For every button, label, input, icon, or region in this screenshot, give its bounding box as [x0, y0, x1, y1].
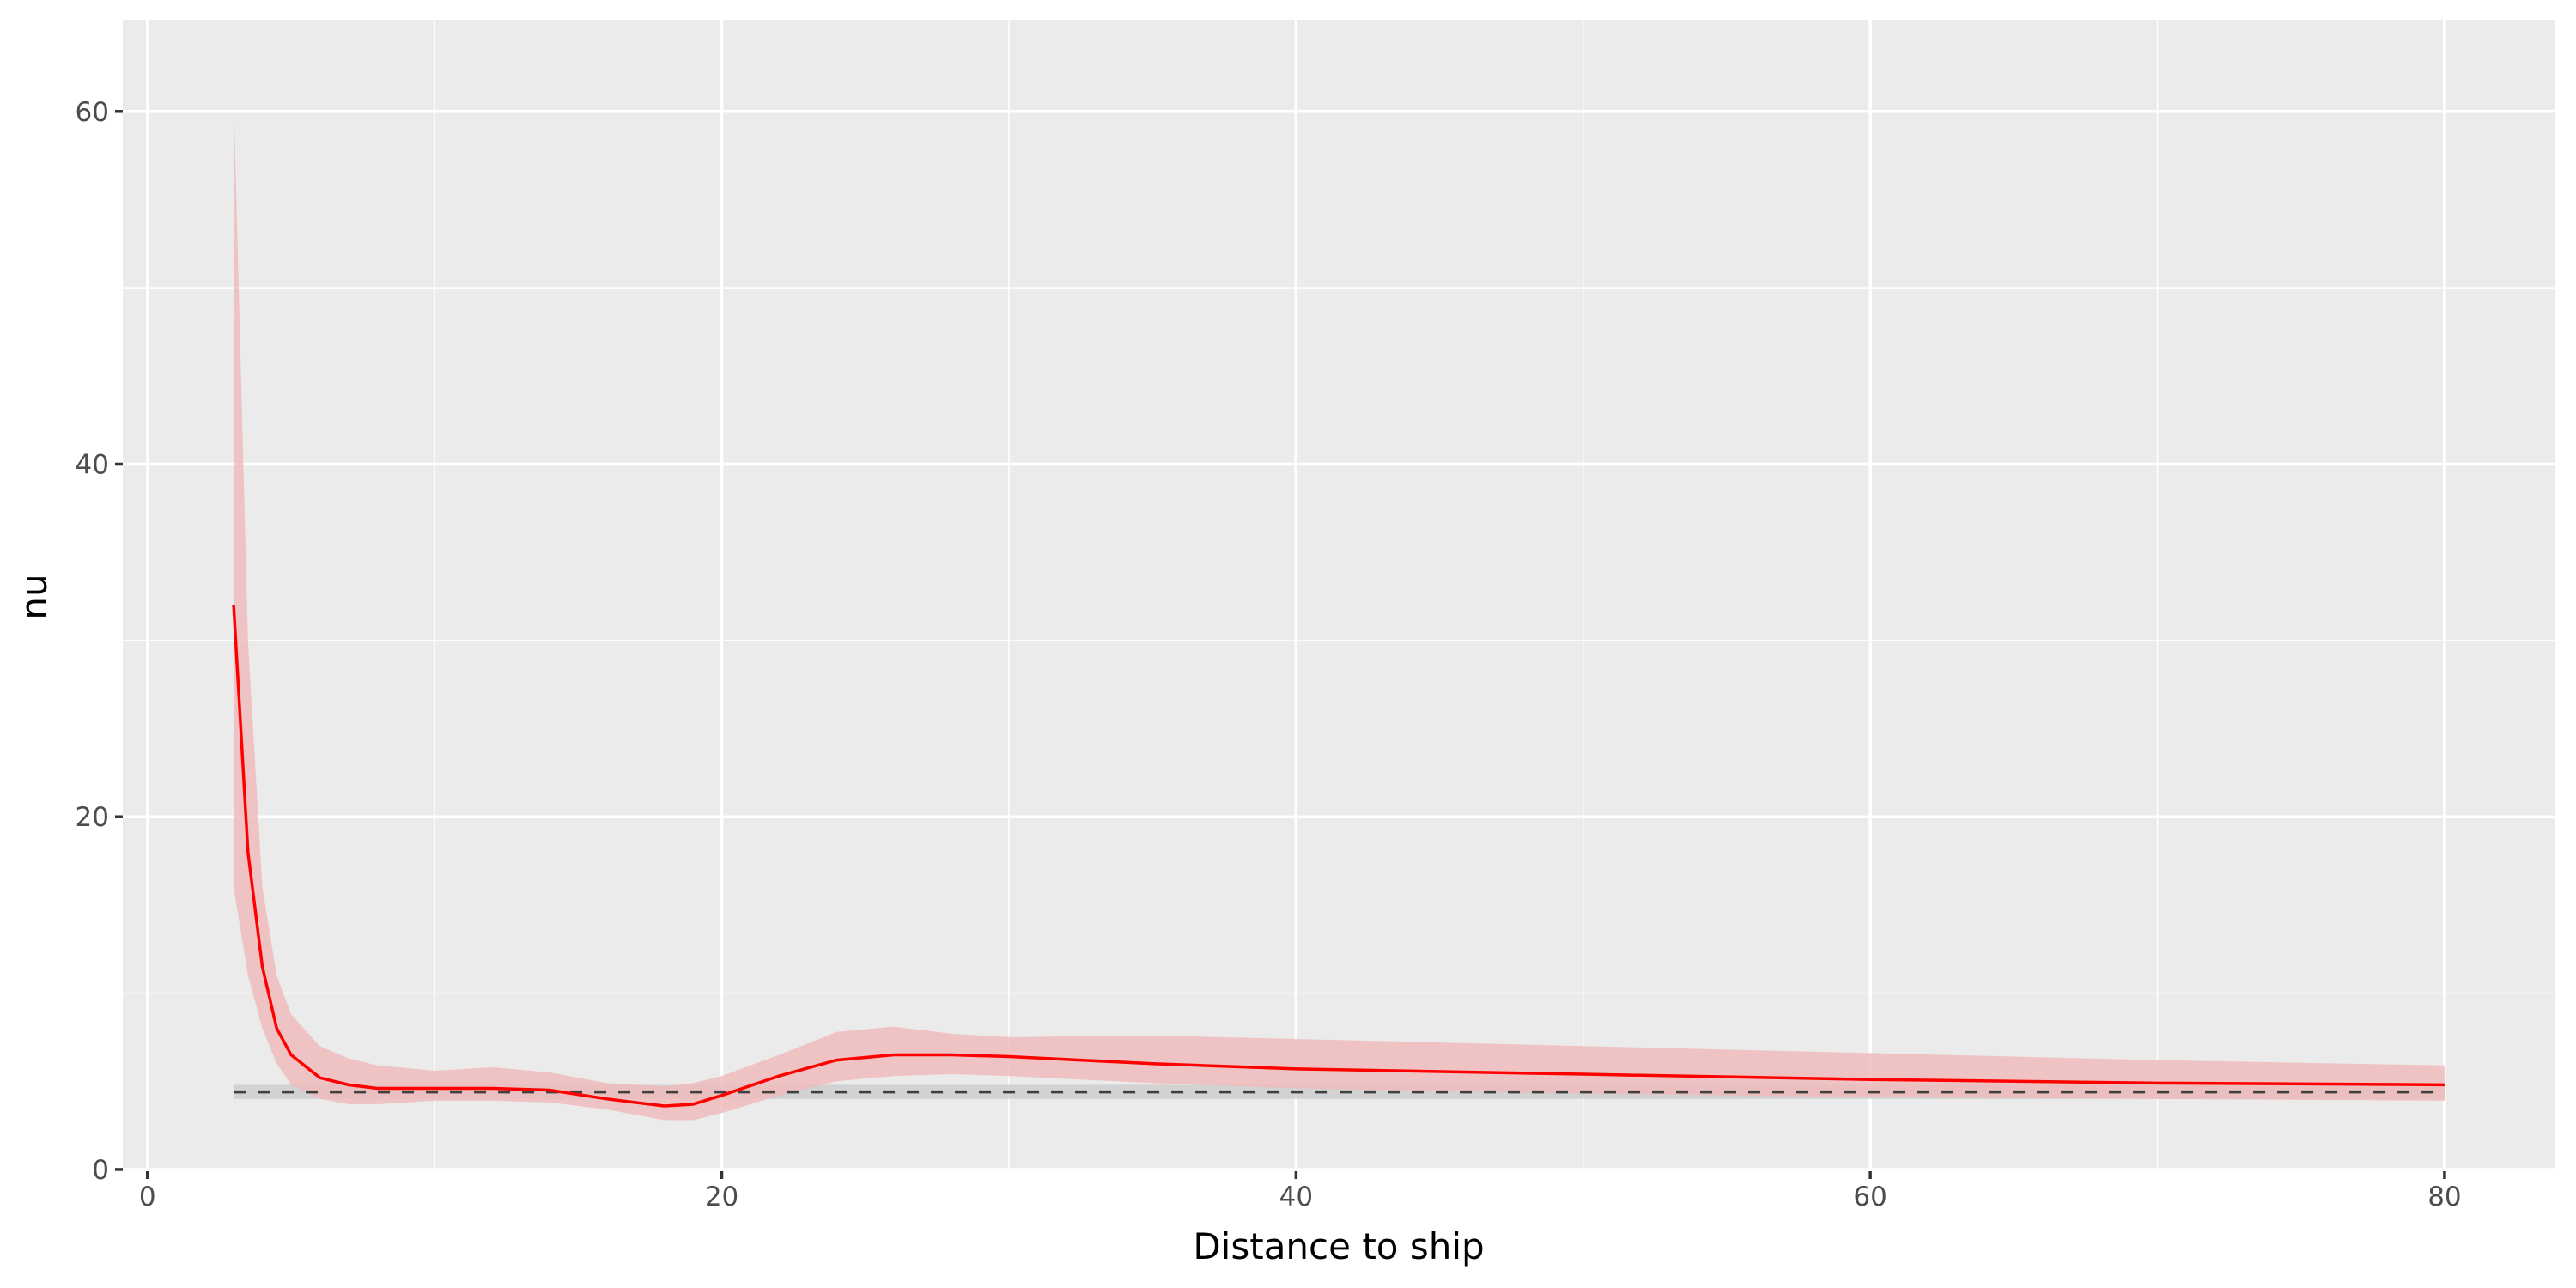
x-tick-label: 40 — [1279, 1182, 1313, 1212]
x-tick-label: 80 — [2427, 1182, 2461, 1212]
x-tick-label: 0 — [139, 1182, 156, 1212]
x-tick-label: 20 — [705, 1182, 738, 1212]
y-tick-label: 40 — [76, 450, 109, 481]
line — [232, 605, 2445, 1108]
y-tick-label: 0 — [92, 1155, 109, 1186]
x-axis-title: Distance to ship — [1193, 1225, 1484, 1267]
plot-layer: 0 20 40 60 80 0 20 40 60 — [76, 20, 2555, 1212]
y-axis-title: nu — [13, 574, 55, 619]
x-tick-label: 60 — [1853, 1182, 1886, 1212]
y-tick-label: 20 — [76, 802, 109, 833]
panel — [123, 20, 2555, 1171]
y-tick-label: 60 — [76, 97, 109, 128]
